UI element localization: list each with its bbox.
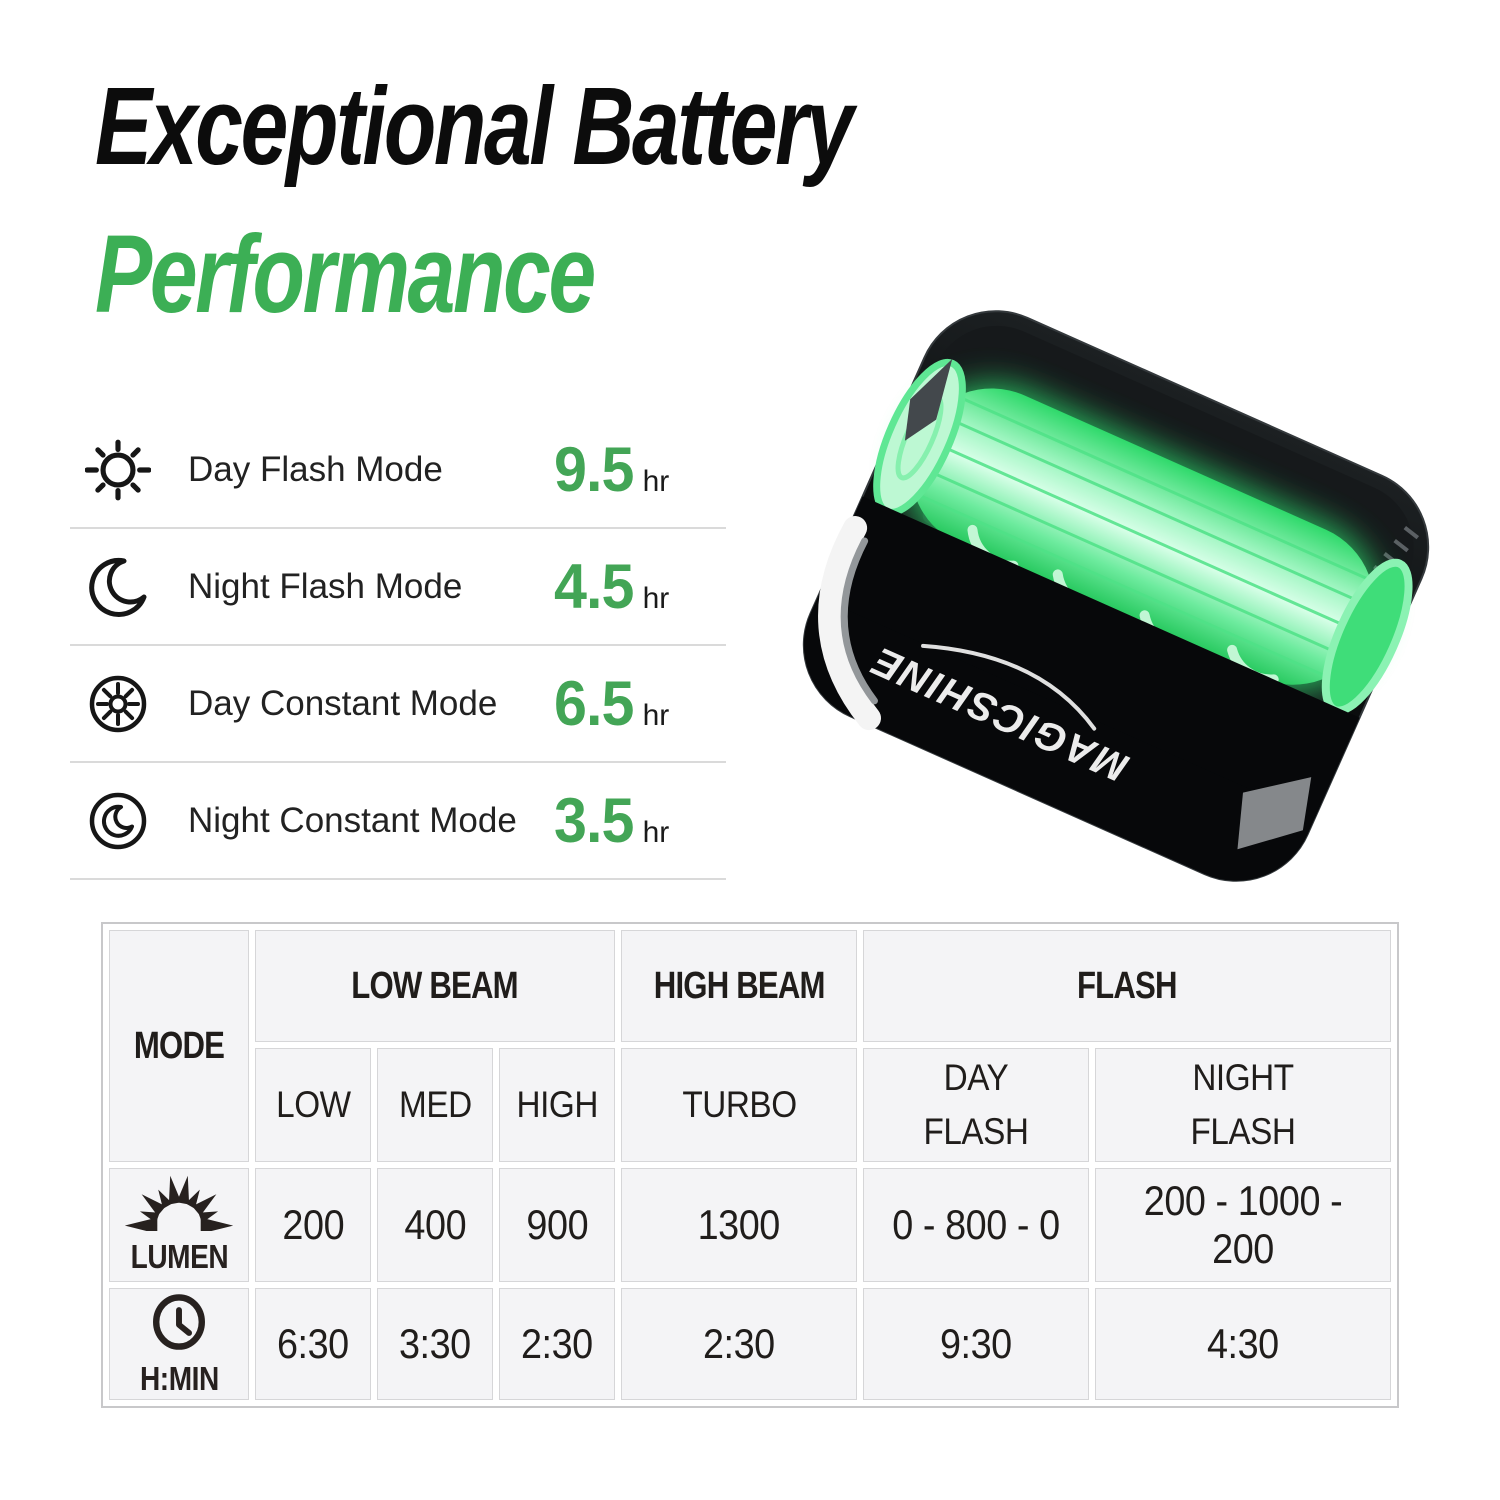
lumen-sun-icon [123,1175,235,1236]
spec-table: MODE LOW BEAM HIGH BEAM FLASH LOW MED HI… [101,922,1399,1408]
table-subheader-low: LOW [255,1048,371,1162]
mode-value: 6.5 hr [554,668,670,739]
mode-label: Night Flash Mode [188,566,463,606]
list-item: Night Constant Mode 3.5 hr [70,763,726,880]
table-group-low-beam: LOW BEAM [255,930,615,1042]
sun-circle-icon [70,672,166,736]
mode-value: 9.5 hr [554,434,670,505]
list-item: Day Constant Mode 6.5 hr [70,646,726,763]
table-subheader-night-flash: NIGHT FLASH [1095,1048,1391,1162]
clock-icon [148,1291,210,1358]
table-cell-lumen-low: 200 [255,1168,371,1282]
table-header-mode: MODE [109,930,249,1162]
table-cell-lumen-turbo: 1300 [621,1168,857,1282]
table-cell-hmin-high: 2:30 [499,1288,615,1400]
moon-circle-icon [70,789,166,853]
mode-value: 4.5 hr [554,551,670,622]
lumen-row-header: LUMEN [109,1168,249,1282]
runtime-row-label: H:MIN [139,1359,219,1397]
product-image: MAGICSHINE [748,278,1478,918]
table-cell-hmin-night-flash: 4:30 [1095,1288,1391,1400]
bike-light: MAGICSHINE [802,310,1430,882]
mode-label: Day Constant Mode [188,683,498,723]
title-line-1: Exceptional Battery [95,65,854,188]
table-subheader-med: MED [377,1048,493,1162]
table-cell-lumen-high: 900 [499,1168,615,1282]
table-cell-hmin-med: 3:30 [377,1288,493,1400]
moon-icon [70,555,166,619]
title-line-2: Performance [95,213,596,336]
mode-label: Day Flash Mode [188,449,443,489]
table-cell-hmin-day-flash: 9:30 [863,1288,1089,1400]
runtime-list: Day Flash Mode 9.5 hr Night Flash Mode 4… [70,412,726,880]
runtime-row-header: H:MIN [109,1288,249,1400]
mode-value: 3.5 hr [554,785,670,856]
list-item: Night Flash Mode 4.5 hr [70,529,726,646]
table-cell-hmin-low: 6:30 [255,1288,371,1400]
page-title: Exceptional Battery Performance [95,72,1065,330]
reflector [818,516,881,731]
table-group-high-beam: HIGH BEAM [621,930,857,1042]
lumen-row-label: LUMEN [130,1237,228,1275]
table-cell-lumen-day-flash: 0 - 800 - 0 [863,1168,1089,1282]
table-cell-lumen-med: 400 [377,1168,493,1282]
table-subheader-high: HIGH [499,1048,615,1162]
sun-icon [70,437,166,503]
list-item: Day Flash Mode 9.5 hr [70,412,726,529]
table-group-flash: FLASH [863,930,1391,1042]
table-subheader-turbo: TURBO [621,1048,857,1162]
table-cell-hmin-turbo: 2:30 [621,1288,857,1400]
table-subheader-day-flash: DAY FLASH [863,1048,1089,1162]
table-cell-lumen-night-flash: 200 - 1000 - 200 [1095,1168,1391,1282]
mode-label: Night Constant Mode [188,800,517,840]
